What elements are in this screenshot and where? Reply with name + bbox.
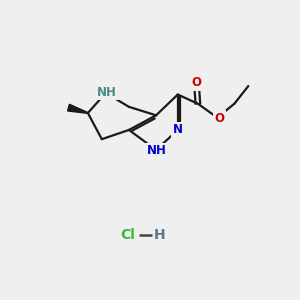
Text: H: H: [153, 228, 165, 242]
Text: O: O: [191, 76, 201, 89]
Text: N: N: [173, 123, 183, 136]
Text: NH: NH: [147, 144, 167, 157]
Text: O: O: [214, 112, 225, 125]
Text: NH: NH: [97, 86, 117, 99]
Text: Cl: Cl: [121, 228, 136, 242]
Polygon shape: [68, 104, 88, 113]
